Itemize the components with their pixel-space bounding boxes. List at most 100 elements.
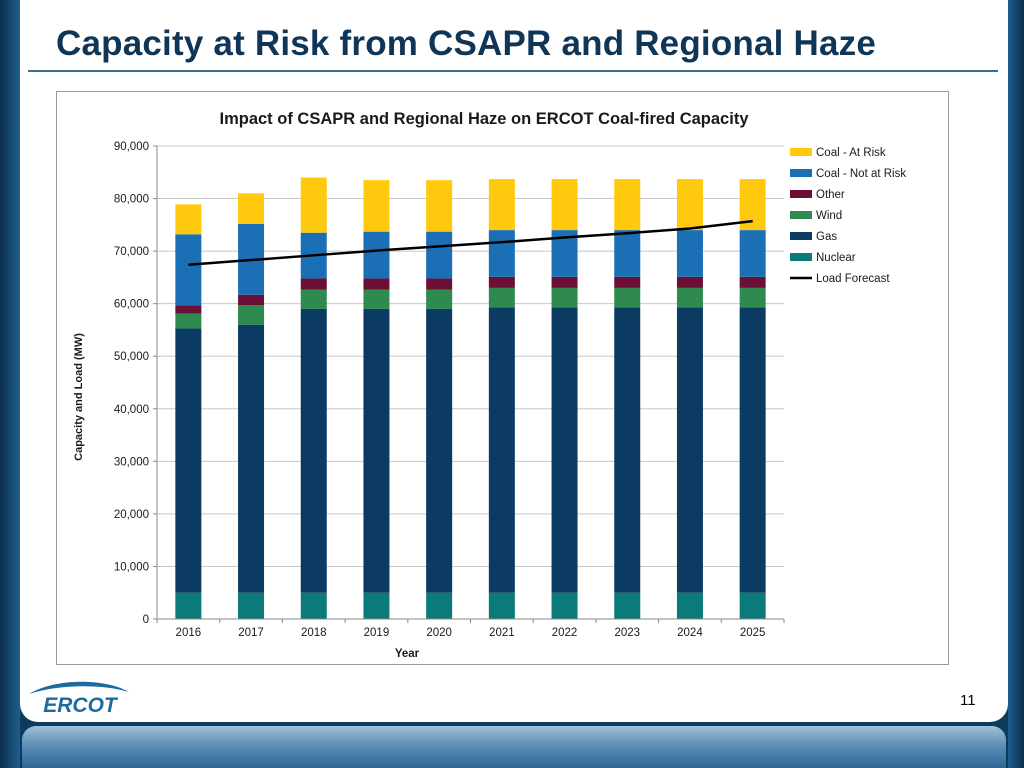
load-forecast-polyline — [188, 219, 753, 267]
legend-swatch-coal-at-risk — [790, 148, 812, 156]
bar-coal-at-risk-2021 — [488, 179, 515, 231]
y-tick-label: 60,000 — [114, 299, 149, 311]
x-tick-label: 2025 — [740, 627, 766, 639]
y-tick-label: 70,000 — [114, 246, 149, 258]
bar-gas-2020 — [426, 308, 453, 593]
x-tick-label: 2019 — [364, 627, 390, 639]
bar-nuclear-2025 — [739, 592, 766, 619]
bottom-bar — [22, 726, 1006, 768]
bar-other-2016 — [175, 305, 202, 314]
legend-label: Load Forecast — [816, 273, 890, 285]
bar-wind-2016 — [175, 313, 202, 329]
bar-wind-2020 — [426, 289, 453, 309]
legend-swatch-wind — [790, 211, 812, 219]
bar-coal-at-risk-2023 — [614, 179, 641, 231]
x-tick-label: 2018 — [301, 627, 327, 639]
ercot-logo: ERCOT — [29, 681, 129, 716]
bar-nuclear-2023 — [614, 592, 641, 619]
bar-nuclear-2016 — [175, 592, 202, 619]
x-axis-label: Year — [395, 648, 420, 660]
axes: 0 10,000 20,000 30,000 40,000 50,000 60,000 70,… — [114, 141, 785, 639]
logo-swoosh-icon — [29, 681, 129, 694]
logo-text: ERCOT — [43, 694, 119, 716]
slide: Capacity at Risk from CSAPR and Regional… — [20, 0, 1008, 722]
bar-other-2022 — [551, 276, 578, 288]
legend-label: Coal - At Risk — [816, 147, 886, 159]
bar-other-2023 — [614, 276, 641, 288]
chart-container: Impact of CSAPR and Regional Haze on ERC… — [56, 91, 949, 665]
x-tick-label: 2024 — [677, 627, 703, 639]
y-tick-label: 0 — [143, 614, 149, 626]
bar-gas-2022 — [551, 307, 578, 593]
bar-other-2025 — [739, 276, 766, 288]
bar-other-2017 — [238, 294, 265, 306]
title-divider — [28, 70, 998, 72]
bar-coal-at-risk-2020 — [426, 180, 453, 232]
bar-nuclear-2022 — [551, 592, 578, 619]
bar-gas-2024 — [676, 307, 703, 593]
x-tick-label: 2022 — [552, 627, 578, 639]
y-tick-label: 10,000 — [114, 561, 149, 573]
y-tick-label: 20,000 — [114, 509, 149, 521]
bar-coal-not-at-risk-2023 — [614, 230, 641, 277]
bar-gas-2018 — [300, 308, 327, 593]
legend-swatch-nuclear — [790, 253, 812, 261]
y-axis-label: Capacity and Load (MW) — [73, 333, 85, 461]
bar-coal-not-at-risk-2024 — [676, 230, 703, 277]
bar-gas-2019 — [363, 308, 390, 593]
bar-coal-at-risk-2017 — [238, 193, 265, 224]
bar-coal-not-at-risk-2016 — [175, 234, 202, 306]
bar-nuclear-2020 — [426, 592, 453, 619]
bar-wind-2024 — [676, 287, 703, 308]
legend-swatch-other — [790, 190, 812, 198]
bar-gas-2017 — [238, 324, 265, 593]
y-tick-label: 30,000 — [114, 456, 149, 468]
legend-swatch-coal-not-at-risk — [790, 169, 812, 177]
legend: Coal - At Risk Coal - Not at Risk Other Win… — [790, 147, 906, 285]
page-number: 11 — [960, 692, 976, 709]
legend-label: Coal - Not at Risk — [816, 168, 906, 180]
bar-nuclear-2024 — [676, 592, 703, 619]
bar-gas-2016 — [175, 328, 202, 593]
legend-label: Nuclear — [816, 252, 856, 264]
x-tick-label: 2023 — [614, 627, 640, 639]
legend-swatch-gas — [790, 232, 812, 240]
bar-coal-not-at-risk-2019 — [363, 231, 390, 279]
bar-coal-at-risk-2016 — [175, 204, 202, 235]
bar-nuclear-2021 — [488, 592, 515, 619]
chart: Impact of CSAPR and Regional Haze on ERC… — [73, 110, 906, 660]
x-tick-label: 2021 — [489, 627, 515, 639]
legend-label: Other — [816, 189, 845, 201]
legend-label: Wind — [816, 210, 842, 222]
bar-nuclear-2018 — [300, 592, 327, 619]
bar-other-2021 — [488, 276, 515, 288]
bar-coal-not-at-risk-2025 — [739, 230, 766, 277]
page-title: Capacity at Risk from CSAPR and Regional… — [56, 24, 877, 63]
bar-coal-not-at-risk-2020 — [426, 231, 453, 279]
bars — [175, 177, 766, 619]
bar-wind-2018 — [300, 289, 327, 309]
right-frame — [1008, 0, 1024, 768]
y-tick-label: 40,000 — [114, 404, 149, 416]
bar-gas-2021 — [488, 307, 515, 593]
y-tick-label: 80,000 — [114, 194, 149, 206]
x-tick-label: 2020 — [426, 627, 452, 639]
bar-nuclear-2019 — [363, 592, 390, 619]
bar-wind-2022 — [551, 287, 578, 308]
bar-other-2024 — [676, 276, 703, 288]
x-tick-label: 2017 — [238, 627, 264, 639]
chart-title: Impact of CSAPR and Regional Haze on ERC… — [220, 110, 750, 128]
legend-label: Gas — [816, 231, 837, 243]
bar-other-2020 — [426, 278, 453, 290]
bar-coal-at-risk-2018 — [300, 177, 327, 233]
bar-coal-at-risk-2022 — [551, 179, 578, 231]
bar-other-2018 — [300, 278, 327, 290]
y-tick-label: 50,000 — [114, 351, 149, 363]
bar-gas-2025 — [739, 307, 766, 593]
x-tick-label: 2016 — [176, 627, 202, 639]
bar-coal-at-risk-2024 — [676, 179, 703, 231]
bar-wind-2019 — [363, 289, 390, 309]
load-forecast-line — [188, 219, 753, 267]
bar-coal-at-risk-2019 — [363, 180, 390, 232]
bar-gas-2023 — [614, 307, 641, 593]
